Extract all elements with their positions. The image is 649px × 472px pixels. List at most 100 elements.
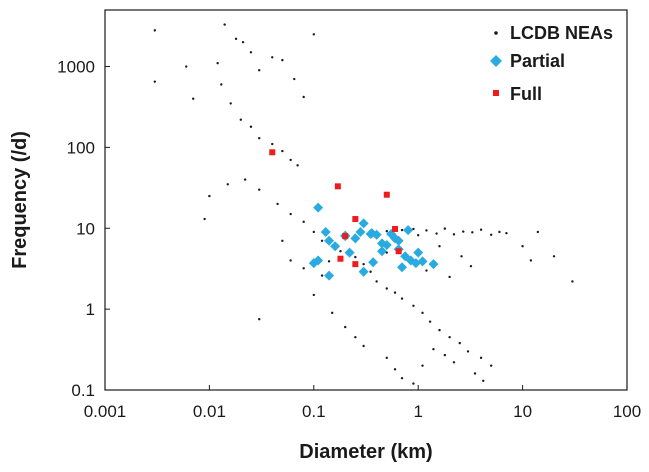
nea-point bbox=[203, 217, 206, 221]
nea-point bbox=[552, 255, 556, 258]
partial-point bbox=[355, 226, 366, 237]
partial-point bbox=[403, 225, 414, 236]
nea-point bbox=[400, 228, 404, 232]
partial-point bbox=[313, 202, 324, 213]
nea-point bbox=[281, 239, 284, 242]
y-tick-label: 1000 bbox=[57, 58, 95, 77]
nea-point bbox=[344, 325, 347, 329]
nea-point bbox=[469, 264, 473, 268]
full-point bbox=[352, 216, 359, 223]
partial-point bbox=[358, 266, 369, 277]
x-tick-label: 1 bbox=[413, 402, 422, 421]
nea-point bbox=[302, 267, 305, 270]
nea-point bbox=[241, 40, 245, 44]
nea-point bbox=[354, 255, 357, 259]
partial-point bbox=[366, 228, 377, 239]
nea-point bbox=[536, 230, 540, 234]
nea-point bbox=[393, 291, 397, 294]
nea-point bbox=[302, 95, 305, 99]
partial-point bbox=[344, 247, 355, 258]
nea-point bbox=[258, 136, 261, 140]
nea-point bbox=[234, 37, 238, 41]
nea-point bbox=[521, 245, 524, 248]
full-point bbox=[342, 233, 349, 240]
nea-point bbox=[289, 158, 292, 162]
y-tick-label: 100 bbox=[67, 138, 95, 157]
nea-point bbox=[458, 341, 461, 345]
partial-point bbox=[368, 257, 379, 268]
nea-point bbox=[443, 227, 447, 230]
nea-point bbox=[249, 125, 253, 128]
full-point bbox=[383, 191, 390, 198]
partial-point bbox=[417, 256, 428, 267]
legend-label-lcdb: LCDB NEAs bbox=[510, 23, 613, 43]
legend: LCDB NEAs Partial Full bbox=[490, 23, 613, 104]
nea-point bbox=[452, 361, 456, 364]
axis-ticks: 0.001 0.01 0.1 1 10 100 0.1 1 10 100 1000 bbox=[57, 58, 641, 421]
partial-point bbox=[413, 247, 424, 258]
nea-point bbox=[421, 364, 424, 367]
nea-point bbox=[216, 61, 219, 65]
nea-point bbox=[271, 56, 274, 59]
nea-point bbox=[529, 259, 533, 262]
legend-marker-full bbox=[493, 90, 499, 96]
nea-point bbox=[312, 293, 315, 297]
partial-point bbox=[324, 235, 335, 246]
nea-point bbox=[571, 280, 574, 283]
partial-point bbox=[393, 235, 404, 246]
partial-point bbox=[428, 259, 439, 270]
nea-point bbox=[223, 23, 226, 26]
y-tick-label: 1 bbox=[86, 300, 95, 319]
nea-point bbox=[296, 164, 299, 167]
partial-point bbox=[313, 255, 324, 266]
partial-point bbox=[358, 218, 369, 229]
nea-point bbox=[185, 65, 188, 68]
nea-point bbox=[362, 344, 365, 348]
nea-point bbox=[448, 335, 451, 339]
partial-point bbox=[376, 246, 387, 257]
data-points bbox=[153, 23, 574, 385]
nea-point bbox=[443, 353, 447, 357]
nea-point bbox=[432, 347, 435, 351]
x-tick-label: 0.01 bbox=[193, 402, 226, 421]
nea-point bbox=[229, 102, 232, 105]
legend-marker-partial bbox=[490, 55, 502, 67]
nea-point bbox=[239, 118, 243, 121]
partial-point bbox=[320, 226, 331, 237]
nea-point bbox=[435, 232, 438, 235]
y-tick-label: 10 bbox=[76, 219, 95, 238]
nea-point bbox=[417, 234, 420, 237]
y-axis-title: Frequency (/d) bbox=[9, 131, 31, 269]
nea-point bbox=[393, 368, 397, 371]
legend-label-partial: Partial bbox=[510, 51, 565, 71]
nea-point bbox=[208, 194, 211, 198]
nea-point bbox=[192, 97, 195, 100]
full-point bbox=[352, 261, 359, 268]
nea-point bbox=[505, 231, 508, 235]
nea-point bbox=[258, 188, 261, 191]
nea-point bbox=[312, 33, 315, 36]
nea-point bbox=[153, 29, 157, 32]
nea-point bbox=[258, 318, 261, 321]
nea-point bbox=[482, 379, 485, 382]
legend-label-full: Full bbox=[510, 84, 542, 104]
nea-point bbox=[479, 356, 483, 360]
nea-point bbox=[226, 183, 229, 186]
x-tick-label: 10 bbox=[513, 402, 532, 421]
nea-point bbox=[369, 270, 372, 273]
full-point bbox=[337, 255, 344, 262]
nea-point bbox=[289, 212, 292, 216]
nea-point bbox=[312, 230, 315, 234]
full-point bbox=[269, 149, 276, 156]
plot-frame bbox=[104, 9, 628, 391]
nea-point bbox=[466, 350, 470, 353]
nea-point bbox=[498, 230, 501, 234]
nea-point bbox=[471, 231, 474, 234]
nea-point bbox=[479, 228, 483, 231]
nea-point bbox=[153, 80, 157, 83]
nea-point bbox=[302, 220, 305, 224]
nea-point bbox=[220, 83, 223, 86]
partial-point bbox=[381, 240, 392, 251]
